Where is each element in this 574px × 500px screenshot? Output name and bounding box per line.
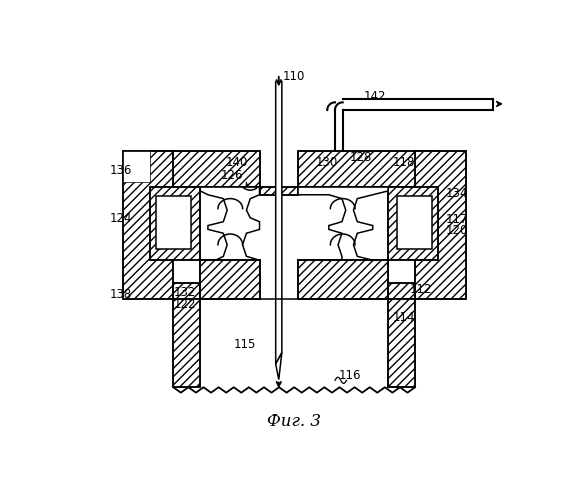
Polygon shape [388, 284, 415, 298]
Text: 140: 140 [226, 156, 249, 169]
Text: 134: 134 [445, 188, 468, 200]
Text: 120: 120 [445, 224, 468, 237]
Text: 138: 138 [110, 288, 132, 300]
Text: 136: 136 [110, 164, 132, 176]
Polygon shape [298, 187, 388, 298]
Text: 126: 126 [220, 169, 243, 182]
Polygon shape [415, 151, 466, 298]
Text: 132: 132 [174, 286, 196, 299]
Text: 142: 142 [364, 90, 386, 102]
Polygon shape [276, 352, 282, 380]
Text: 110: 110 [282, 70, 305, 84]
Text: 116: 116 [339, 369, 362, 382]
Bar [123, 151, 150, 182]
Polygon shape [200, 260, 259, 298]
Polygon shape [150, 187, 200, 260]
Text: Фиг. 3: Фиг. 3 [267, 414, 321, 430]
Bar [156, 196, 191, 248]
Polygon shape [173, 284, 200, 298]
Polygon shape [173, 298, 200, 387]
Text: 124: 124 [110, 212, 132, 225]
Polygon shape [388, 298, 415, 387]
Polygon shape [298, 151, 438, 187]
Text: 118: 118 [393, 156, 416, 169]
Text: 112: 112 [410, 283, 432, 296]
Text: 128: 128 [350, 152, 373, 164]
Polygon shape [298, 260, 388, 298]
Text: 122: 122 [173, 298, 196, 310]
Text: 117: 117 [445, 213, 468, 226]
Polygon shape [150, 151, 259, 187]
Text: 114: 114 [393, 312, 416, 324]
Polygon shape [123, 151, 173, 298]
Bar [397, 196, 432, 248]
Polygon shape [276, 82, 282, 364]
Polygon shape [259, 187, 298, 194]
Polygon shape [388, 187, 438, 260]
Bar [277, 0, 281, 82]
Text: 115: 115 [234, 338, 256, 351]
Polygon shape [200, 187, 259, 298]
Text: 130: 130 [316, 156, 339, 169]
